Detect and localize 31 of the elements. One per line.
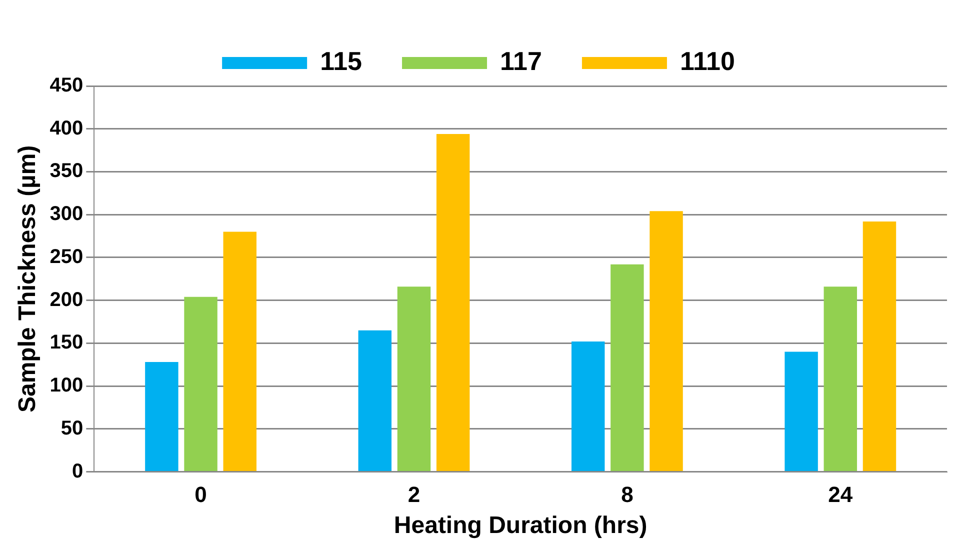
y-tick-label: 300 [50,203,84,226]
legend-label: 1110 [680,46,735,76]
y-axis-title: Sample Thickness (µm) [14,145,42,413]
y-tick-label: 250 [50,246,84,268]
bar [862,221,896,472]
bar [824,286,858,472]
bar [397,286,431,472]
bar [145,362,178,472]
bar [610,264,644,472]
y-tick-label: 50 [60,417,84,440]
legend-label: 117 [500,46,542,76]
bar [358,330,392,472]
bar [436,134,470,472]
bar [650,211,683,472]
x-axis-title: Heating Duration (hrs) [394,512,648,540]
y-tick-label: 350 [50,160,84,182]
bar [571,341,605,472]
y-tick-label: 200 [50,288,84,311]
y-tick-label: 150 [50,332,84,354]
y-tick-label: 400 [50,117,84,140]
bar [784,352,818,472]
x-tick-label: 0 [194,482,207,508]
x-tick-label: 8 [621,482,634,508]
x-tick-label: 24 [828,482,854,508]
bar [184,296,218,472]
y-tick-label: 450 [50,74,84,97]
y-tick-label: 100 [50,374,84,397]
legend-label: 115 [320,46,362,76]
x-tick-label: 2 [408,482,420,508]
bar [223,232,256,472]
y-tick-label: 0 [72,460,84,482]
